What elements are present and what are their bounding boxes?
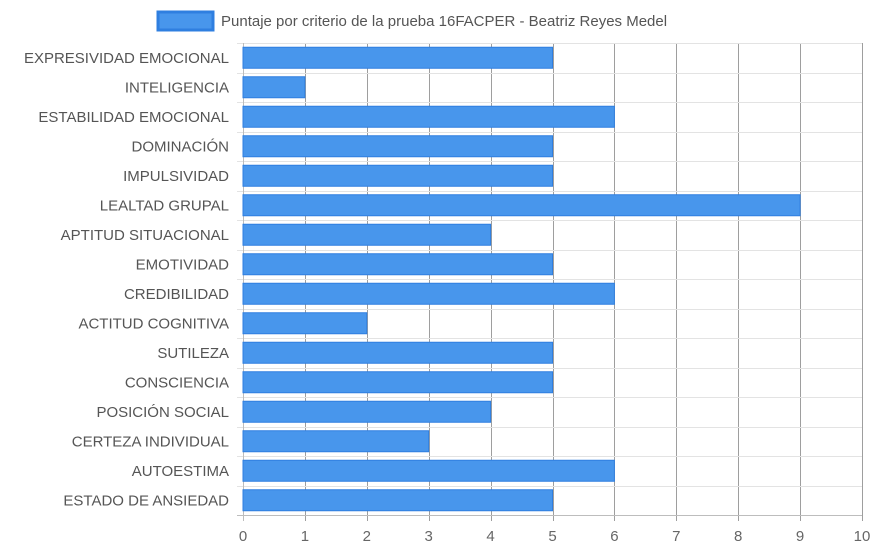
category-label: APTITUD SITUACIONAL bbox=[61, 227, 229, 244]
category-label: EMOTIVIDAD bbox=[136, 256, 230, 273]
x-tick-label: 3 bbox=[425, 528, 433, 545]
category-label: SUTILEZA bbox=[157, 345, 229, 362]
legend-label: Puntaje por criterio de la prueba 16FACP… bbox=[221, 13, 667, 30]
bar[interactable] bbox=[242, 223, 492, 246]
x-tick-label: 2 bbox=[363, 528, 371, 545]
bar[interactable] bbox=[242, 253, 553, 276]
bar[interactable] bbox=[242, 194, 801, 217]
category-label: IMPULSIVIDAD bbox=[123, 168, 229, 185]
bars bbox=[242, 46, 801, 512]
x-axis-tick-labels: 0 1 2 3 4 5 6 7 8 9 10 bbox=[239, 528, 871, 545]
x-tick-label: 7 bbox=[672, 528, 680, 545]
bar[interactable] bbox=[242, 76, 306, 99]
bar[interactable] bbox=[242, 400, 492, 423]
x-tick-label: 9 bbox=[796, 528, 804, 545]
bar[interactable] bbox=[242, 341, 553, 364]
bar[interactable] bbox=[242, 135, 553, 158]
bar[interactable] bbox=[242, 459, 615, 482]
category-labels: EXPRESIVIDAD EMOCIONAL INTELIGENCIA ESTABI… bbox=[24, 50, 229, 510]
bar[interactable] bbox=[242, 105, 615, 128]
category-label: EXPRESIVIDAD EMOCIONAL bbox=[24, 50, 229, 67]
category-label: ESTABILIDAD EMOCIONAL bbox=[38, 109, 229, 126]
category-label: DOMINACIÓN bbox=[132, 138, 230, 155]
category-label: ACTITUD COGNITIVA bbox=[78, 315, 229, 332]
bar[interactable] bbox=[242, 282, 615, 305]
category-label: CREDIBILIDAD bbox=[124, 286, 229, 303]
category-label: ESTADO DE ANSIEDAD bbox=[63, 492, 229, 509]
category-label: CONSCIENCIA bbox=[125, 374, 229, 391]
x-tick-label: 4 bbox=[486, 528, 494, 545]
x-tick-label: 8 bbox=[734, 528, 742, 545]
category-label: AUTOESTIMA bbox=[132, 463, 229, 480]
bar[interactable] bbox=[242, 164, 553, 187]
x-tick-label: 10 bbox=[854, 528, 871, 545]
category-label: INTELIGENCIA bbox=[125, 79, 229, 96]
category-label: POSICIÓN SOCIAL bbox=[96, 404, 229, 421]
x-tick-label: 0 bbox=[239, 528, 247, 545]
bar[interactable] bbox=[242, 312, 368, 335]
bar[interactable] bbox=[242, 371, 553, 394]
legend-swatch bbox=[156, 10, 215, 32]
x-tick-label: 1 bbox=[301, 528, 309, 545]
bar[interactable] bbox=[242, 430, 430, 453]
bar[interactable] bbox=[242, 46, 553, 69]
bar[interactable] bbox=[242, 489, 553, 512]
x-tick-label: 5 bbox=[548, 528, 556, 545]
category-label: LEALTAD GRUPAL bbox=[100, 197, 229, 214]
category-label: CERTEZA INDIVIDUAL bbox=[72, 433, 229, 450]
legend[interactable]: Puntaje por criterio de la prueba 16FACP… bbox=[156, 10, 667, 32]
x-tick-label: 6 bbox=[610, 528, 618, 545]
